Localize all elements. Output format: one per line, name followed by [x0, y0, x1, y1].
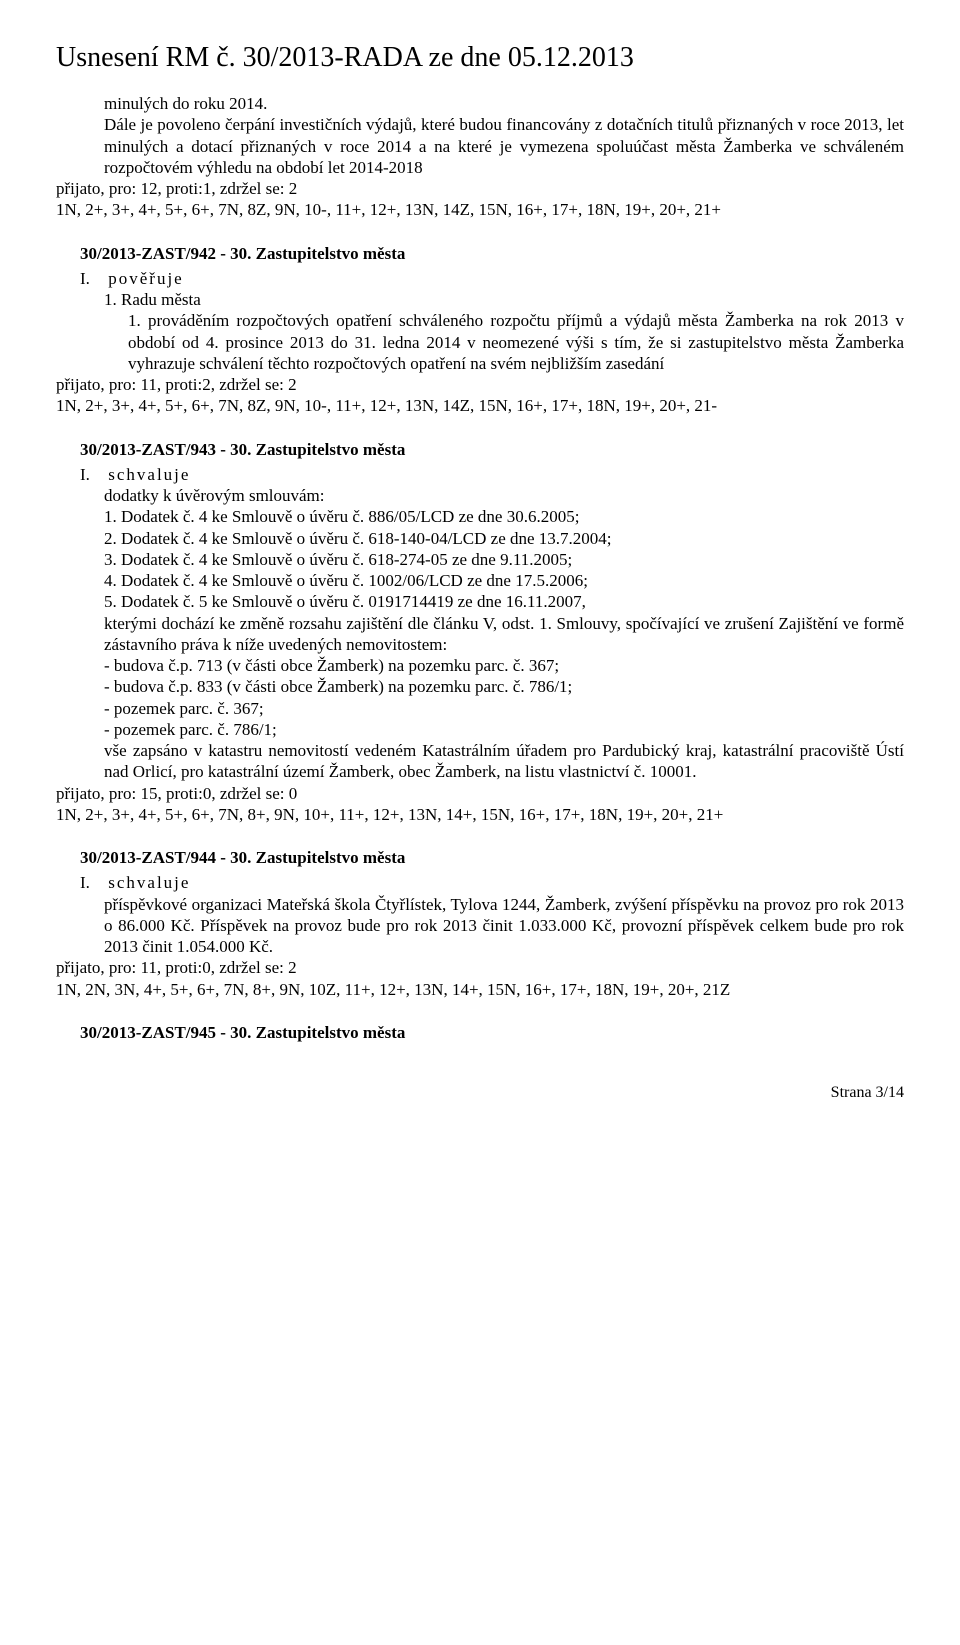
intro-para: Dále je povoleno čerpání investičních vý…	[104, 114, 904, 178]
para2-943: vše zapsáno v katastru nemovitostí veden…	[104, 740, 904, 783]
page-footer: Strana 3/14	[56, 1083, 904, 1103]
roman-word: schvaluje	[108, 465, 190, 484]
para1-943: kterými dochází ke změně rozsahu zajiště…	[104, 613, 904, 656]
roman-label: I.	[80, 464, 104, 485]
item1-942: 1. Radu města	[104, 289, 904, 310]
page-title: Usnesení RM č. 30/2013-RADA ze dne 05.12…	[56, 40, 904, 75]
heading-944: 30/2013-ZAST/944 - 30. Zastupitelstvo mě…	[80, 847, 904, 868]
intro-vote2: 1N, 2+, 3+, 4+, 5+, 6+, 7N, 8Z, 9N, 10-,…	[56, 199, 904, 220]
item-943-4: 5. Dodatek č. 5 ke Smlouvě o úvěru č. 01…	[104, 591, 904, 612]
roman-943: I. schvaluje	[80, 464, 904, 485]
intro-vote1: přijato, pro: 12, proti:1, zdržel se: 2	[56, 178, 904, 199]
bullet-943-3: - pozemek parc. č. 786/1;	[104, 719, 904, 740]
item-943-1: 2. Dodatek č. 4 ke Smlouvě o úvěru č. 61…	[104, 528, 904, 549]
roman-label: I.	[80, 872, 104, 893]
intro-line1: minulých do roku 2014.	[104, 93, 904, 114]
vote2-942: 1N, 2+, 3+, 4+, 5+, 6+, 7N, 8Z, 9N, 10-,…	[56, 395, 904, 416]
lead-943: dodatky k úvěrovým smlouvám:	[104, 485, 904, 506]
bullet-943-0: - budova č.p. 713 (v části obce Žamberk)…	[104, 655, 904, 676]
item-943-3: 4. Dodatek č. 4 ke Smlouvě o úvěru č. 10…	[104, 570, 904, 591]
vote1-942: přijato, pro: 11, proti:2, zdržel se: 2	[56, 374, 904, 395]
section-945: 30/2013-ZAST/945 - 30. Zastupitelstvo mě…	[56, 1022, 904, 1043]
vote1-943: přijato, pro: 15, proti:0, zdržel se: 0	[56, 783, 904, 804]
para-944: příspěvkové organizaci Mateřská škola Čt…	[104, 894, 904, 958]
vote2-943: 1N, 2+, 3+, 4+, 5+, 6+, 7N, 8+, 9N, 10+,…	[56, 804, 904, 825]
vote1-944: přijato, pro: 11, proti:0, zdržel se: 2	[56, 957, 904, 978]
heading-945: 30/2013-ZAST/945 - 30. Zastupitelstvo mě…	[80, 1022, 904, 1043]
intro-block: minulých do roku 2014. Dále je povoleno …	[56, 93, 904, 221]
body-942: 1. prováděním rozpočtových opatření schv…	[128, 310, 904, 374]
heading-942: 30/2013-ZAST/942 - 30. Zastupitelstvo mě…	[80, 243, 904, 264]
roman-944: I. schvaluje	[80, 872, 904, 893]
section-943: 30/2013-ZAST/943 - 30. Zastupitelstvo mě…	[56, 439, 904, 826]
roman-942: I. pověřuje	[80, 268, 904, 289]
roman-word: pověřuje	[108, 269, 183, 288]
section-944: 30/2013-ZAST/944 - 30. Zastupitelstvo mě…	[56, 847, 904, 1000]
bullet-943-2: - pozemek parc. č. 367;	[104, 698, 904, 719]
item-943-0: 1. Dodatek č. 4 ke Smlouvě o úvěru č. 88…	[104, 506, 904, 527]
section-942: 30/2013-ZAST/942 - 30. Zastupitelstvo mě…	[56, 243, 904, 417]
heading-943: 30/2013-ZAST/943 - 30. Zastupitelstvo mě…	[80, 439, 904, 460]
roman-word: schvaluje	[108, 873, 190, 892]
roman-label: I.	[80, 268, 104, 289]
item-943-2: 3. Dodatek č. 4 ke Smlouvě o úvěru č. 61…	[104, 549, 904, 570]
bullet-943-1: - budova č.p. 833 (v části obce Žamberk)…	[104, 676, 904, 697]
vote2-944: 1N, 2N, 3N, 4+, 5+, 6+, 7N, 8+, 9N, 10Z,…	[56, 979, 904, 1000]
